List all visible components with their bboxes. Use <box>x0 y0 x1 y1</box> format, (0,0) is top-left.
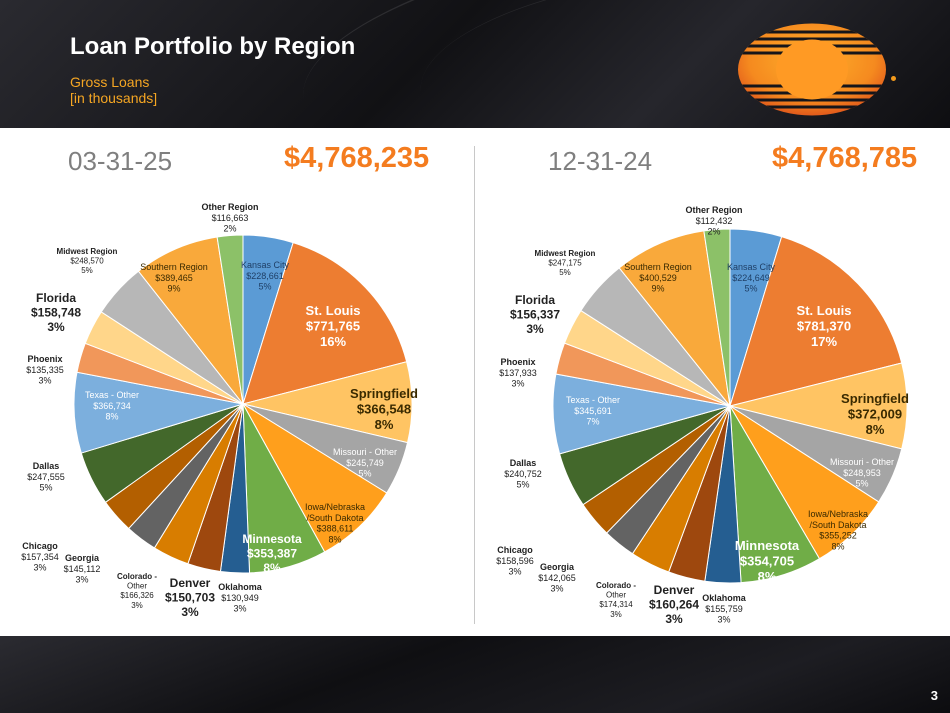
slice-label-southern-region: Southern Region $389,465 9% <box>140 262 208 294</box>
page-subtitle: Gross Loans [in thousands] <box>70 74 157 106</box>
chart-divider <box>474 146 475 624</box>
slice-label-florida: Florida $158,748 3% <box>31 291 81 334</box>
slice-label-kansas-city: Kansas City $228,661 5% <box>241 260 290 292</box>
subtitle-line-1: Gross Loans <box>70 74 150 90</box>
pie-chart-03-31-25: Kansas City $228,661 5% St. Louis $771,765 16… <box>21 202 418 619</box>
slice-label-springfield: Springfield $372,009 8% <box>841 391 909 437</box>
chart1-date: 03-31-25 <box>68 146 173 176</box>
slice-label-iowa-nebraska-south-dakota: Iowa/Nebraska/South Dakota $355,252 8% <box>808 509 868 551</box>
slice-label-chicago: Chicago $158,596 3% <box>496 545 534 577</box>
footer-band <box>0 636 950 713</box>
chart1-total: $4,768,235 <box>284 142 430 174</box>
slice-label-denver: Denver $160,264 3% <box>649 583 699 626</box>
pie-slice-southern-region <box>137 236 244 406</box>
slice-label-georgia: Georgia $142,065 3% <box>538 562 576 594</box>
logo-dot <box>891 76 896 81</box>
chart2-date: 12-31-24 <box>548 146 653 176</box>
slice-label-texas-other: Texas - Other $345,691 7% <box>566 395 620 427</box>
slice-label-springfield: Springfield $366,548 8% <box>350 386 418 432</box>
slice-label-st-louis: St. Louis $781,370 17% <box>797 303 852 349</box>
slice-label-colorado-other: Colorado -Other $166,326 3% <box>117 572 157 610</box>
pie-slice-other-region <box>216 234 244 405</box>
slice-label-denver: Denver $150,703 3% <box>165 576 215 619</box>
slice-label-kansas-city: Kansas City $224,649 5% <box>727 262 776 294</box>
pie-slice-southern-region <box>618 230 731 408</box>
slice-label-missouri-other: Missouri - Other $245,749 5% <box>333 447 397 479</box>
slice-label-phoenix: Phoenix $135,335 3% <box>26 354 64 386</box>
slice-label-florida: Florida $156,337 3% <box>510 293 560 336</box>
slice-label-iowa-nebraska-south-dakota: Iowa/Nebraska/South Dakota $388,611 8% <box>305 502 365 544</box>
slice-label-other-region: Other Region $112,432 2% <box>685 205 742 237</box>
slice-label-missouri-other: Missouri - Other $248,953 5% <box>830 457 894 489</box>
slice-label-georgia: Georgia $145,112 3% <box>64 553 101 585</box>
slice-label-midwest-region: Midwest Region $248,570 5% <box>57 247 118 275</box>
pie-slice-st-louis <box>242 241 408 405</box>
subtitle-line-2: [in thousands] <box>70 90 158 106</box>
chart-panel: 03-31-25 $4,768,235 12-31-24 $4,768,785 … <box>0 128 950 636</box>
slice-label-minnesota: Minnesota $354,705 8% <box>735 538 800 584</box>
slice-label-texas-other: Texas - Other $366,734 8% <box>85 390 139 422</box>
slice-label-other-region: Other Region $116,663 2% <box>201 202 258 234</box>
company-logo-icon <box>738 23 886 116</box>
slice-label-st-louis: St. Louis $771,765 16% <box>306 303 361 349</box>
pie-slice-other-region <box>703 228 731 407</box>
pie-charts: Kansas City $228,661 5% St. Louis $771,765 16… <box>21 202 909 626</box>
slice-label-chicago: Chicago $157,354 3% <box>21 541 59 573</box>
slice-label-dallas: Dallas $240,752 5% <box>504 458 542 490</box>
slice-label-minnesota: Minnesota $353,387 8% <box>242 532 302 575</box>
page-number: 3 <box>930 688 938 703</box>
slice-label-dallas: Dallas $247,555 5% <box>27 461 65 493</box>
pie-chart-12-31-24: Kansas City $224,649 5% St. Louis $781,370 17… <box>496 205 909 626</box>
slice-label-southern-region: Southern Region $400,529 9% <box>624 262 692 294</box>
slice-label-midwest-region: Midwest Region $247,175 5% <box>535 249 596 277</box>
slice-label-phoenix: Phoenix $137,933 3% <box>499 357 537 389</box>
pie-slice-st-louis <box>729 236 903 407</box>
slice-label-colorado-other: Colorado -Other $174,314 3% <box>596 581 636 619</box>
page-title: Loan Portfolio by Region <box>70 33 356 60</box>
slice-label-oklahoma: Oklahoma $130,949 3% <box>218 582 263 614</box>
chart2-total: $4,768,785 <box>772 142 918 174</box>
slice-label-oklahoma: Oklahoma $155,759 3% <box>702 593 747 625</box>
